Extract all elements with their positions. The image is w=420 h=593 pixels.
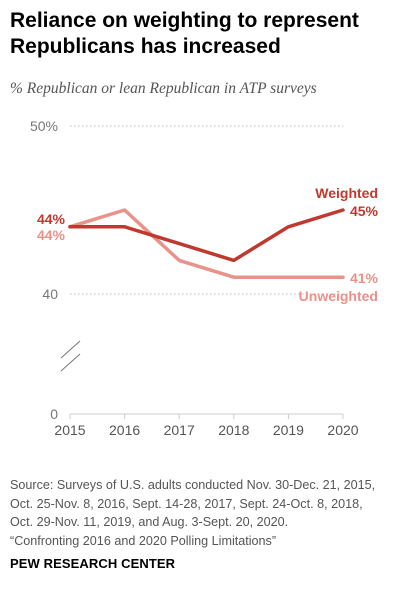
series-line-weighted xyxy=(68,208,345,263)
x-tick-label: 2018 xyxy=(218,422,249,438)
source-note: Source: Surveys of U.S. adults conducted… xyxy=(10,476,415,550)
start-label-unweighted: 44% xyxy=(37,227,66,243)
x-tick-label: 2016 xyxy=(109,422,140,438)
axis-break-mark xyxy=(60,340,81,359)
source-line-4: “Confronting 2016 and 2020 Polling Limit… xyxy=(10,533,277,548)
chart-title: Reliance on weighting to represent Repub… xyxy=(10,8,410,60)
end-label-weighted: 45% xyxy=(350,203,379,219)
chart-title-line-2: Republicans has increased xyxy=(10,35,281,58)
x-tick-label: 2015 xyxy=(54,422,85,438)
chart-subtitle: % Republican or lean Republican in ATP s… xyxy=(10,80,317,97)
y-tick-label: 50% xyxy=(30,118,58,134)
series-name-weighted: Weighted xyxy=(315,185,378,201)
y-tick-label: 0 xyxy=(50,406,58,422)
x-tick-label: 2019 xyxy=(273,422,304,438)
source-line-2: Oct. 25-Nov. 8, 2016, Sept. 14-28, 2017,… xyxy=(10,496,363,511)
y-tick-label: 40 xyxy=(42,286,58,302)
x-tick-label: 2020 xyxy=(327,422,358,438)
end-label-unweighted: 41% xyxy=(350,270,379,286)
source-line-1: Source: Surveys of U.S. adults conducted… xyxy=(10,478,376,492)
start-label-weighted: 44% xyxy=(37,211,66,227)
series-name-unweighted: Unweighted xyxy=(299,288,378,304)
organization-name: PEW RESEARCH CENTER xyxy=(10,556,176,571)
chart-title-line-1: Reliance on weighting to represent xyxy=(10,9,359,32)
source-line-3: Oct. 29-Nov. 11, 2019, and Aug. 3-Sept. … xyxy=(10,515,289,529)
x-tick-label: 2017 xyxy=(164,422,195,438)
axis-break-mark xyxy=(60,353,81,372)
series-line-unweighted xyxy=(68,208,345,279)
